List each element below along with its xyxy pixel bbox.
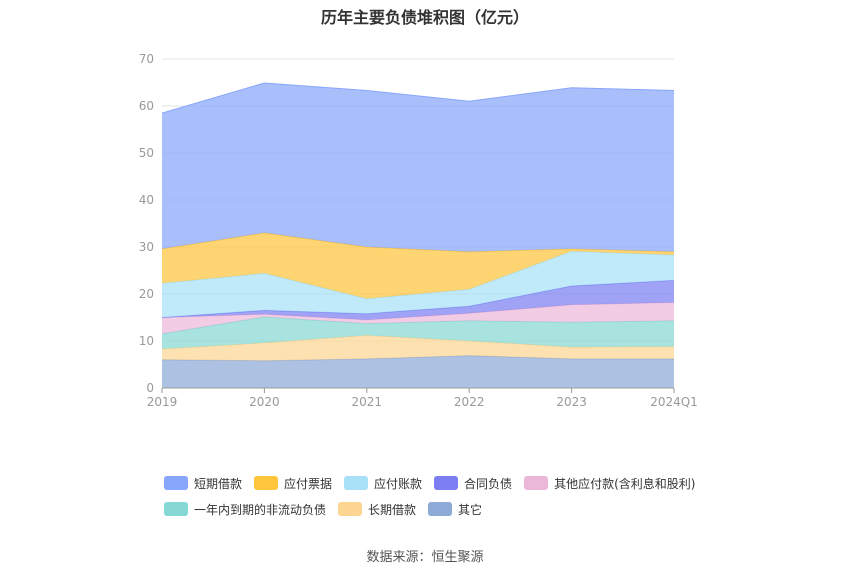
area-series-2 — [162, 317, 674, 349]
legend-item[interactable]: 其他应付款(含利息和股利) — [524, 475, 695, 492]
legend-label: 应付票据 — [284, 476, 333, 491]
area-series-7 — [162, 83, 674, 252]
legend-label: 一年内到期的非流动负债 — [194, 502, 327, 517]
legend-swatch — [434, 476, 459, 490]
legend-swatch — [164, 502, 188, 516]
area-series-line-2 — [161, 316, 675, 335]
axes: 0 10 20 30 40 50 60 70 2019 2020 2021 2022 2023 2024Q… — [139, 52, 698, 409]
area-series-line-6 — [161, 232, 675, 253]
area-series-0 — [162, 355, 674, 388]
chart-title: 历年主要负债堆积图（亿元） — [320, 8, 529, 27]
x-tick-label: 2020 — [249, 395, 280, 409]
y-tick-label: 40 — [139, 193, 154, 207]
area-series-4 — [162, 280, 674, 320]
legend-swatch — [428, 502, 453, 516]
area-series-group — [161, 82, 675, 388]
x-tick-label: 2023 — [556, 395, 587, 409]
area-series-3 — [162, 302, 674, 334]
legend-item[interactable]: 应付票据 — [254, 475, 332, 492]
legend-row: 短期借款 应付票据 应付账款 合同负债 其他应付款(含利息和股利) — [164, 470, 724, 496]
y-tick-label: 0 — [146, 381, 154, 395]
legend-label: 合同负债 — [464, 476, 513, 491]
legend-swatch — [344, 476, 369, 490]
legend-item[interactable]: 一年内到期的非流动负债 — [164, 501, 326, 518]
legend-swatch — [164, 476, 188, 490]
legend-swatch — [338, 502, 363, 516]
legend-swatch — [254, 476, 279, 490]
area-series-1 — [162, 335, 674, 361]
area-series-line-7 — [161, 82, 675, 114]
legend-item[interactable]: 短期借款 — [164, 475, 242, 492]
legend-label: 其他应付款(含利息和股利) — [554, 476, 696, 491]
legend-label: 长期借款 — [368, 502, 417, 517]
legend-item[interactable]: 合同负债 — [434, 475, 512, 492]
legend-swatch — [524, 476, 549, 490]
y-tick-label: 70 — [139, 52, 154, 66]
area-series-6 — [162, 232, 674, 299]
area-series-5 — [162, 251, 674, 318]
legend-label: 短期借款 — [194, 476, 243, 491]
y-tick-label: 30 — [139, 240, 154, 254]
y-tick-label: 20 — [139, 287, 154, 301]
y-tick-label: 60 — [139, 99, 154, 113]
x-tick-label: 2019 — [147, 395, 178, 409]
legend: 短期借款 应付票据 应付账款 合同负债 其他应付款(含利息和股利) 一年内到期的非流动负… — [164, 470, 724, 522]
legend-item[interactable]: 其它 — [428, 501, 482, 518]
legend-item[interactable]: 应付账款 — [344, 475, 422, 492]
x-tick-label: 2024Q1 — [650, 395, 698, 409]
source-note: 数据来源：恒生聚源 — [366, 550, 484, 565]
legend-label: 其它 — [458, 502, 483, 517]
x-tick-label: 2022 — [454, 395, 485, 409]
legend-item[interactable]: 长期借款 — [338, 501, 416, 518]
legend-row: 一年内到期的非流动负债 长期借款 其它 — [164, 496, 724, 522]
legend-label: 应付账款 — [374, 476, 423, 491]
y-tick-label: 50 — [139, 146, 154, 160]
x-tick-label: 2021 — [352, 395, 383, 409]
y-tick-label: 10 — [139, 334, 154, 348]
